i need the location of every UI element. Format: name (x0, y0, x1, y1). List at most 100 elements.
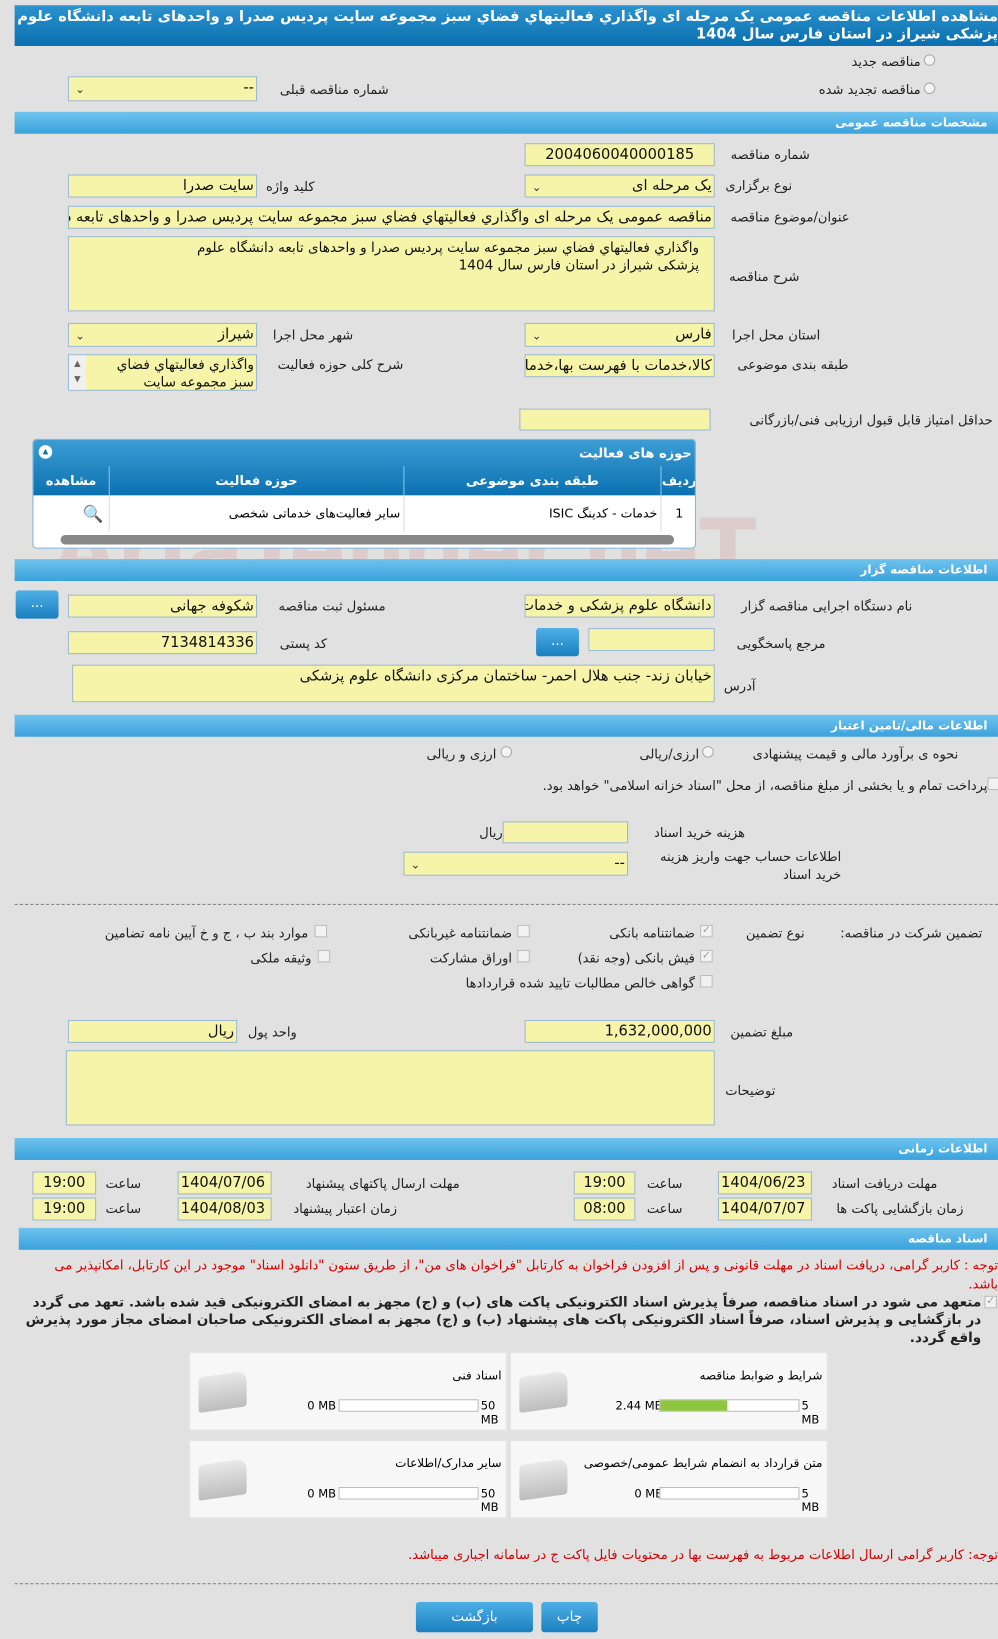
validity-time[interactable]: 19:00 (32, 1197, 97, 1221)
label: زمان اعتبار پیشنهاد (293, 1200, 398, 1217)
organization-field[interactable]: دانشگاه علوم پزشکی و خدمات بهداشتی درمان… (524, 594, 715, 618)
responsible-more-button[interactable]: ... (15, 590, 59, 619)
label: ساعت (105, 1200, 142, 1217)
panel-title: حوزه های فعالیت (579, 445, 692, 461)
city-select[interactable]: شیراز ⌄ (67, 322, 258, 347)
label: ضمانتنامه غیربانکی (408, 924, 513, 941)
file-box-other[interactable]: سایر مدارک/اطلاعات 0 MB 50 MB (189, 1440, 507, 1519)
document-cost-field[interactable] (502, 821, 629, 844)
scope-textarea[interactable]: واگذاري فعالیتهاي فضاي سبز مجموعه سایت (67, 354, 258, 391)
checkbox-bonds[interactable] (517, 949, 530, 963)
currency-unit-field[interactable]: ریال (67, 1019, 238, 1043)
reference-field[interactable] (588, 628, 715, 652)
cell-category: خدمات - کدینگ ISIC (403, 495, 660, 532)
cell-index: 1 (660, 495, 694, 532)
category-field[interactable]: کالا،خدمات با فهرست بها،خدمات (524, 354, 715, 378)
subject-field[interactable]: مناقصه عمومی یک مرحله ای واگذاري فعالیته… (67, 205, 715, 229)
label: ضمانتنامه بانکی (609, 924, 695, 941)
horizontal-scrollbar[interactable] (60, 535, 675, 545)
file-name: متن قرارداد به انضمام شرایط عمومی/خصوصی (583, 1455, 823, 1471)
chevron-down-icon: ⌄ (75, 82, 85, 97)
progress-bar (659, 1487, 800, 1500)
checkbox-bank-guarantee[interactable]: ✓ (700, 924, 713, 938)
label: کد پستی (279, 635, 328, 652)
chevron-down-icon: ⌄ (75, 329, 85, 343)
collapse-icon[interactable]: ▲ (38, 445, 53, 459)
file-name: شرایط و ضوابط مناقصه (699, 1367, 823, 1383)
section-timing: اطلاعات زمانی (14, 1138, 998, 1160)
responsible-field[interactable]: شکوفه جهانی (67, 594, 258, 618)
radio-renewed-tender[interactable] (923, 82, 936, 95)
label-new: مناقصه جدید (851, 53, 921, 69)
chevron-down-icon: ⌄ (410, 857, 421, 872)
address-field[interactable]: خیابان زند- جنب هلال احمر- ساختمان مرکزی… (72, 664, 715, 703)
label: موارد بند ب ، ج و خ آیین نامه تضامین (104, 924, 309, 941)
label: ارزی/ریالی (639, 746, 700, 762)
checkbox-nonbank-guarantee[interactable] (517, 924, 530, 938)
prev-tender-select[interactable]: -- ⌄ (67, 76, 258, 102)
file-box-terms[interactable]: شرایط و ضوابط مناقصه 2.44 MB 5 MB (509, 1352, 828, 1431)
progress-bar (338, 1487, 479, 1500)
label-renewed: مناقصه تجدید شده (818, 81, 921, 98)
radio-new-tender[interactable] (923, 54, 936, 66)
validity-date[interactable]: 1404/08/03 (177, 1197, 272, 1221)
currency-label: ریال (479, 824, 503, 841)
label: نوع برگزاری (725, 177, 793, 194)
radio-currency-or-rial[interactable] (702, 746, 714, 758)
file-box-contract[interactable]: متن قرارداد به انضمام شرایط عمومی/خصوصی … (509, 1440, 828, 1519)
print-button[interactable]: چاپ (541, 1601, 598, 1633)
col-header-index: ردیف (660, 466, 695, 496)
description-textarea[interactable]: واگذاري فعالیتهاي فضاي سبز مجموعه سایت پ… (67, 236, 715, 312)
account-select[interactable]: -- ⌄ (403, 851, 629, 876)
checkbox-property[interactable] (317, 949, 331, 963)
doc-deadline-date[interactable]: 1404/06/23 (717, 1171, 812, 1195)
label: آدرس (723, 678, 756, 694)
label: شرح کلی حوزه فعالیت (277, 356, 404, 373)
folder-icon (198, 1370, 247, 1414)
postal-code-field[interactable]: 7134814336 (67, 631, 258, 655)
notes-textarea[interactable] (65, 1050, 715, 1126)
checkbox-other-guarantee[interactable] (314, 924, 328, 938)
progress-bar (659, 1399, 800, 1412)
doc-deadline-time[interactable]: 19:00 (573, 1171, 636, 1195)
label: اطلاعات حساب جهت واریز هزینه خرید اسناد (660, 848, 842, 882)
tender-number-field[interactable]: 2004060040000185 (524, 143, 715, 167)
commitment-checkbox[interactable]: ✓ (984, 1295, 997, 1309)
checkbox-cash-receipt[interactable]: ✓ (700, 949, 713, 963)
guarantee-amount-field[interactable]: 1,632,000,000 (524, 1019, 715, 1043)
commitment-text: متعهد می شود در اسناد مناقصه، صرفاً پذیر… (25, 1294, 982, 1346)
back-button[interactable]: بازگشت (415, 1601, 533, 1633)
documents-note: توجه : کاربر گرامی، دریافت اسناد در مهلت… (54, 1257, 998, 1292)
radio-currency-and-rial[interactable] (500, 746, 513, 758)
label-prev: شماره مناقصه قبلی (279, 81, 389, 98)
col-header-view: مشاهده (45, 472, 97, 489)
checkbox-receivables[interactable] (700, 974, 713, 988)
label: مهلت دریافت اسناد (831, 1175, 938, 1192)
reference-more-button[interactable]: ... (536, 628, 579, 657)
treasury-checkbox[interactable] (987, 777, 998, 791)
price-list-note: توجه: کاربر گرامی ارسال اطلاعات مربوط به… (408, 1546, 998, 1563)
label: شماره مناقصه (730, 146, 810, 162)
opening-date[interactable]: 1404/07/07 (717, 1197, 812, 1221)
province-select[interactable]: فارس ⌄ (524, 322, 715, 347)
label: هزینه خرید اسناد (654, 824, 746, 841)
file-name: اسناد فنی (452, 1367, 502, 1383)
file-box-technical[interactable]: اسناد فنی 0 MB 50 MB (189, 1352, 507, 1431)
section-documents: اسناد مناقصه (18, 1227, 998, 1250)
label: تضمین شرکت در مناقصه: (840, 924, 983, 941)
submit-deadline-time[interactable]: 19:00 (32, 1171, 97, 1195)
label: عنوان/موضوع مناقصه (730, 208, 850, 225)
chevron-down-icon: ⌄ (531, 329, 542, 343)
file-max: 50 MB (480, 1487, 499, 1515)
label: کلید واژه (265, 178, 315, 195)
view-icon[interactable]: 🔍 (82, 503, 104, 524)
submit-deadline-date[interactable]: 1404/07/06 (177, 1171, 272, 1195)
file-size: 2.44 MB (615, 1399, 663, 1413)
opening-time[interactable]: 08:00 (573, 1197, 636, 1221)
keyword-field[interactable]: سایت صدرا (67, 174, 258, 198)
label: مسئول ثبت مناقصه (278, 597, 386, 614)
scrollbar[interactable]: ▲ ▼ (68, 355, 86, 390)
tender-type-select[interactable]: یک مرحله ای ⌄ (524, 174, 715, 198)
min-score-field[interactable] (519, 408, 711, 431)
col-header-category: طبقه بندی موضوعی (403, 466, 660, 496)
